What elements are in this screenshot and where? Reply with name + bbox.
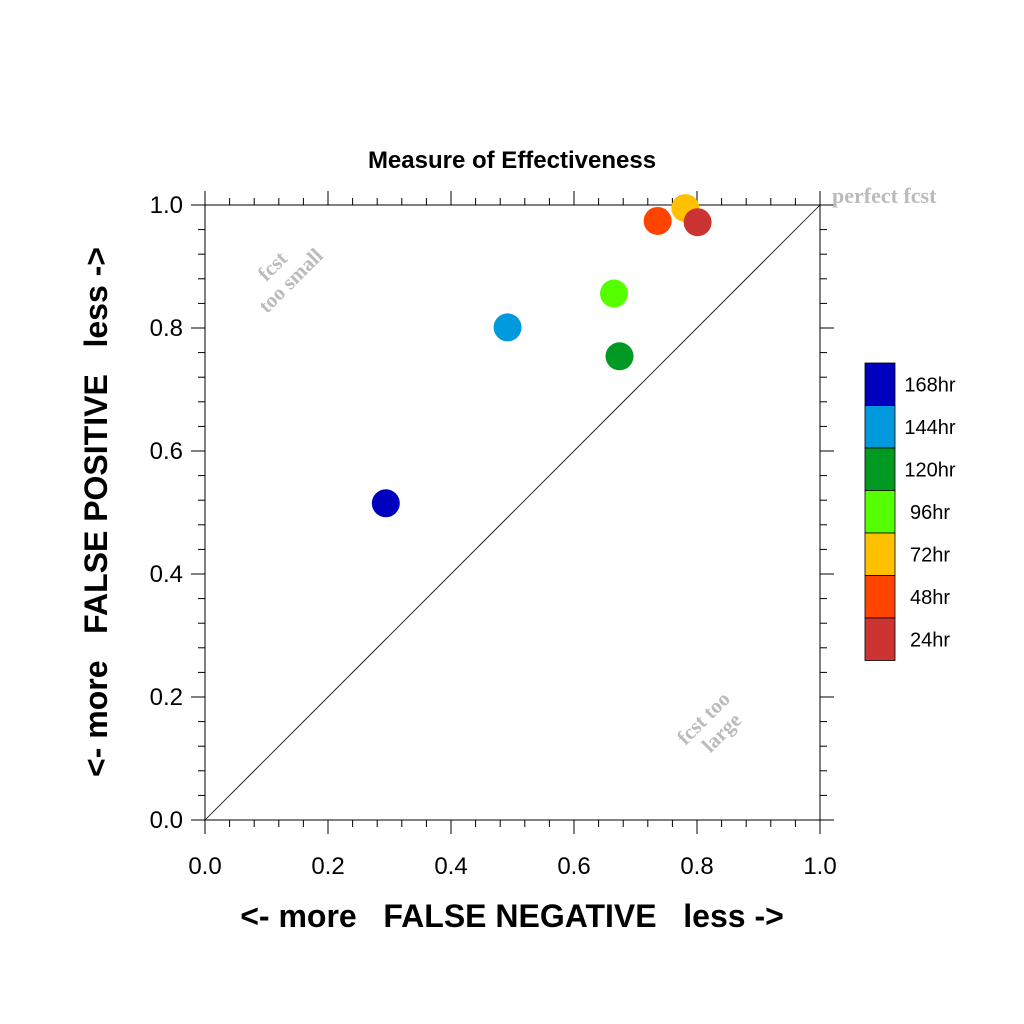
legend-label-144hr: 144hr <box>904 417 955 439</box>
point-120hr <box>605 342 634 371</box>
legend-swatch-168hr <box>864 362 896 406</box>
x-tick-label: 0.4 <box>434 853 467 880</box>
y-tick-label: 0.2 <box>150 684 183 711</box>
y-tick-label: 0.0 <box>150 807 183 834</box>
legend-swatch-48hr <box>864 575 896 619</box>
point-168hr <box>371 489 400 518</box>
legend-label-96hr: 96hr <box>910 502 950 524</box>
scatter-points <box>371 194 712 518</box>
annotation-fcst-too-small: fcst too small <box>237 227 328 318</box>
legend-label-120hr: 120hr <box>904 459 955 481</box>
point-144hr <box>493 313 522 342</box>
legend-swatch-24hr <box>864 617 896 661</box>
x-tick-labels: 0.0 0.2 0.4 0.6 0.8 1.0 <box>188 853 836 880</box>
legend: 168hr 144hr 120hr 96hr 72hr 48hr 24hr <box>864 362 956 661</box>
legend-label-72hr: 72hr <box>910 544 950 566</box>
chart-title: Measure of Effectiveness <box>368 147 656 174</box>
x-axis-label: <- more FALSE NEGATIVE less -> <box>240 898 784 934</box>
y-tick-label: 0.8 <box>150 315 183 342</box>
point-24hr <box>683 208 712 237</box>
legend-swatch-144hr <box>864 405 896 449</box>
x-tick-label: 0.8 <box>680 853 713 880</box>
perfect-forecast-diagonal <box>204 204 821 821</box>
point-96hr <box>599 279 628 308</box>
legend-swatch-120hr <box>864 447 896 491</box>
plot-frame <box>204 204 821 821</box>
x-tick-label: 0.2 <box>311 853 344 880</box>
point-48hr <box>643 206 672 235</box>
x-tick-label: 0.6 <box>557 853 590 880</box>
y-tick-label: 0.6 <box>150 438 183 465</box>
y-axis-label: <- more FALSE POSITIVE less -> <box>78 247 114 777</box>
y-tick-labels: 0.0 0.2 0.4 0.6 0.8 1.0 <box>150 192 183 834</box>
x-tick-label: 0.0 <box>188 853 221 880</box>
annotation-perfect-fcst: perfect fcst <box>832 183 937 208</box>
legend-swatch-72hr <box>864 532 896 576</box>
annotation-fcst-too-large: fcst too large <box>672 683 755 766</box>
x-tick-label: 1.0 <box>803 853 836 880</box>
legend-label-24hr: 24hr <box>910 629 950 651</box>
legend-swatch-96hr <box>864 490 896 534</box>
y-tick-label: 0.4 <box>150 561 183 588</box>
legend-label-168hr: 168hr <box>904 374 955 396</box>
y-tick-label: 1.0 <box>150 192 183 219</box>
legend-label-48hr: 48hr <box>910 587 950 609</box>
